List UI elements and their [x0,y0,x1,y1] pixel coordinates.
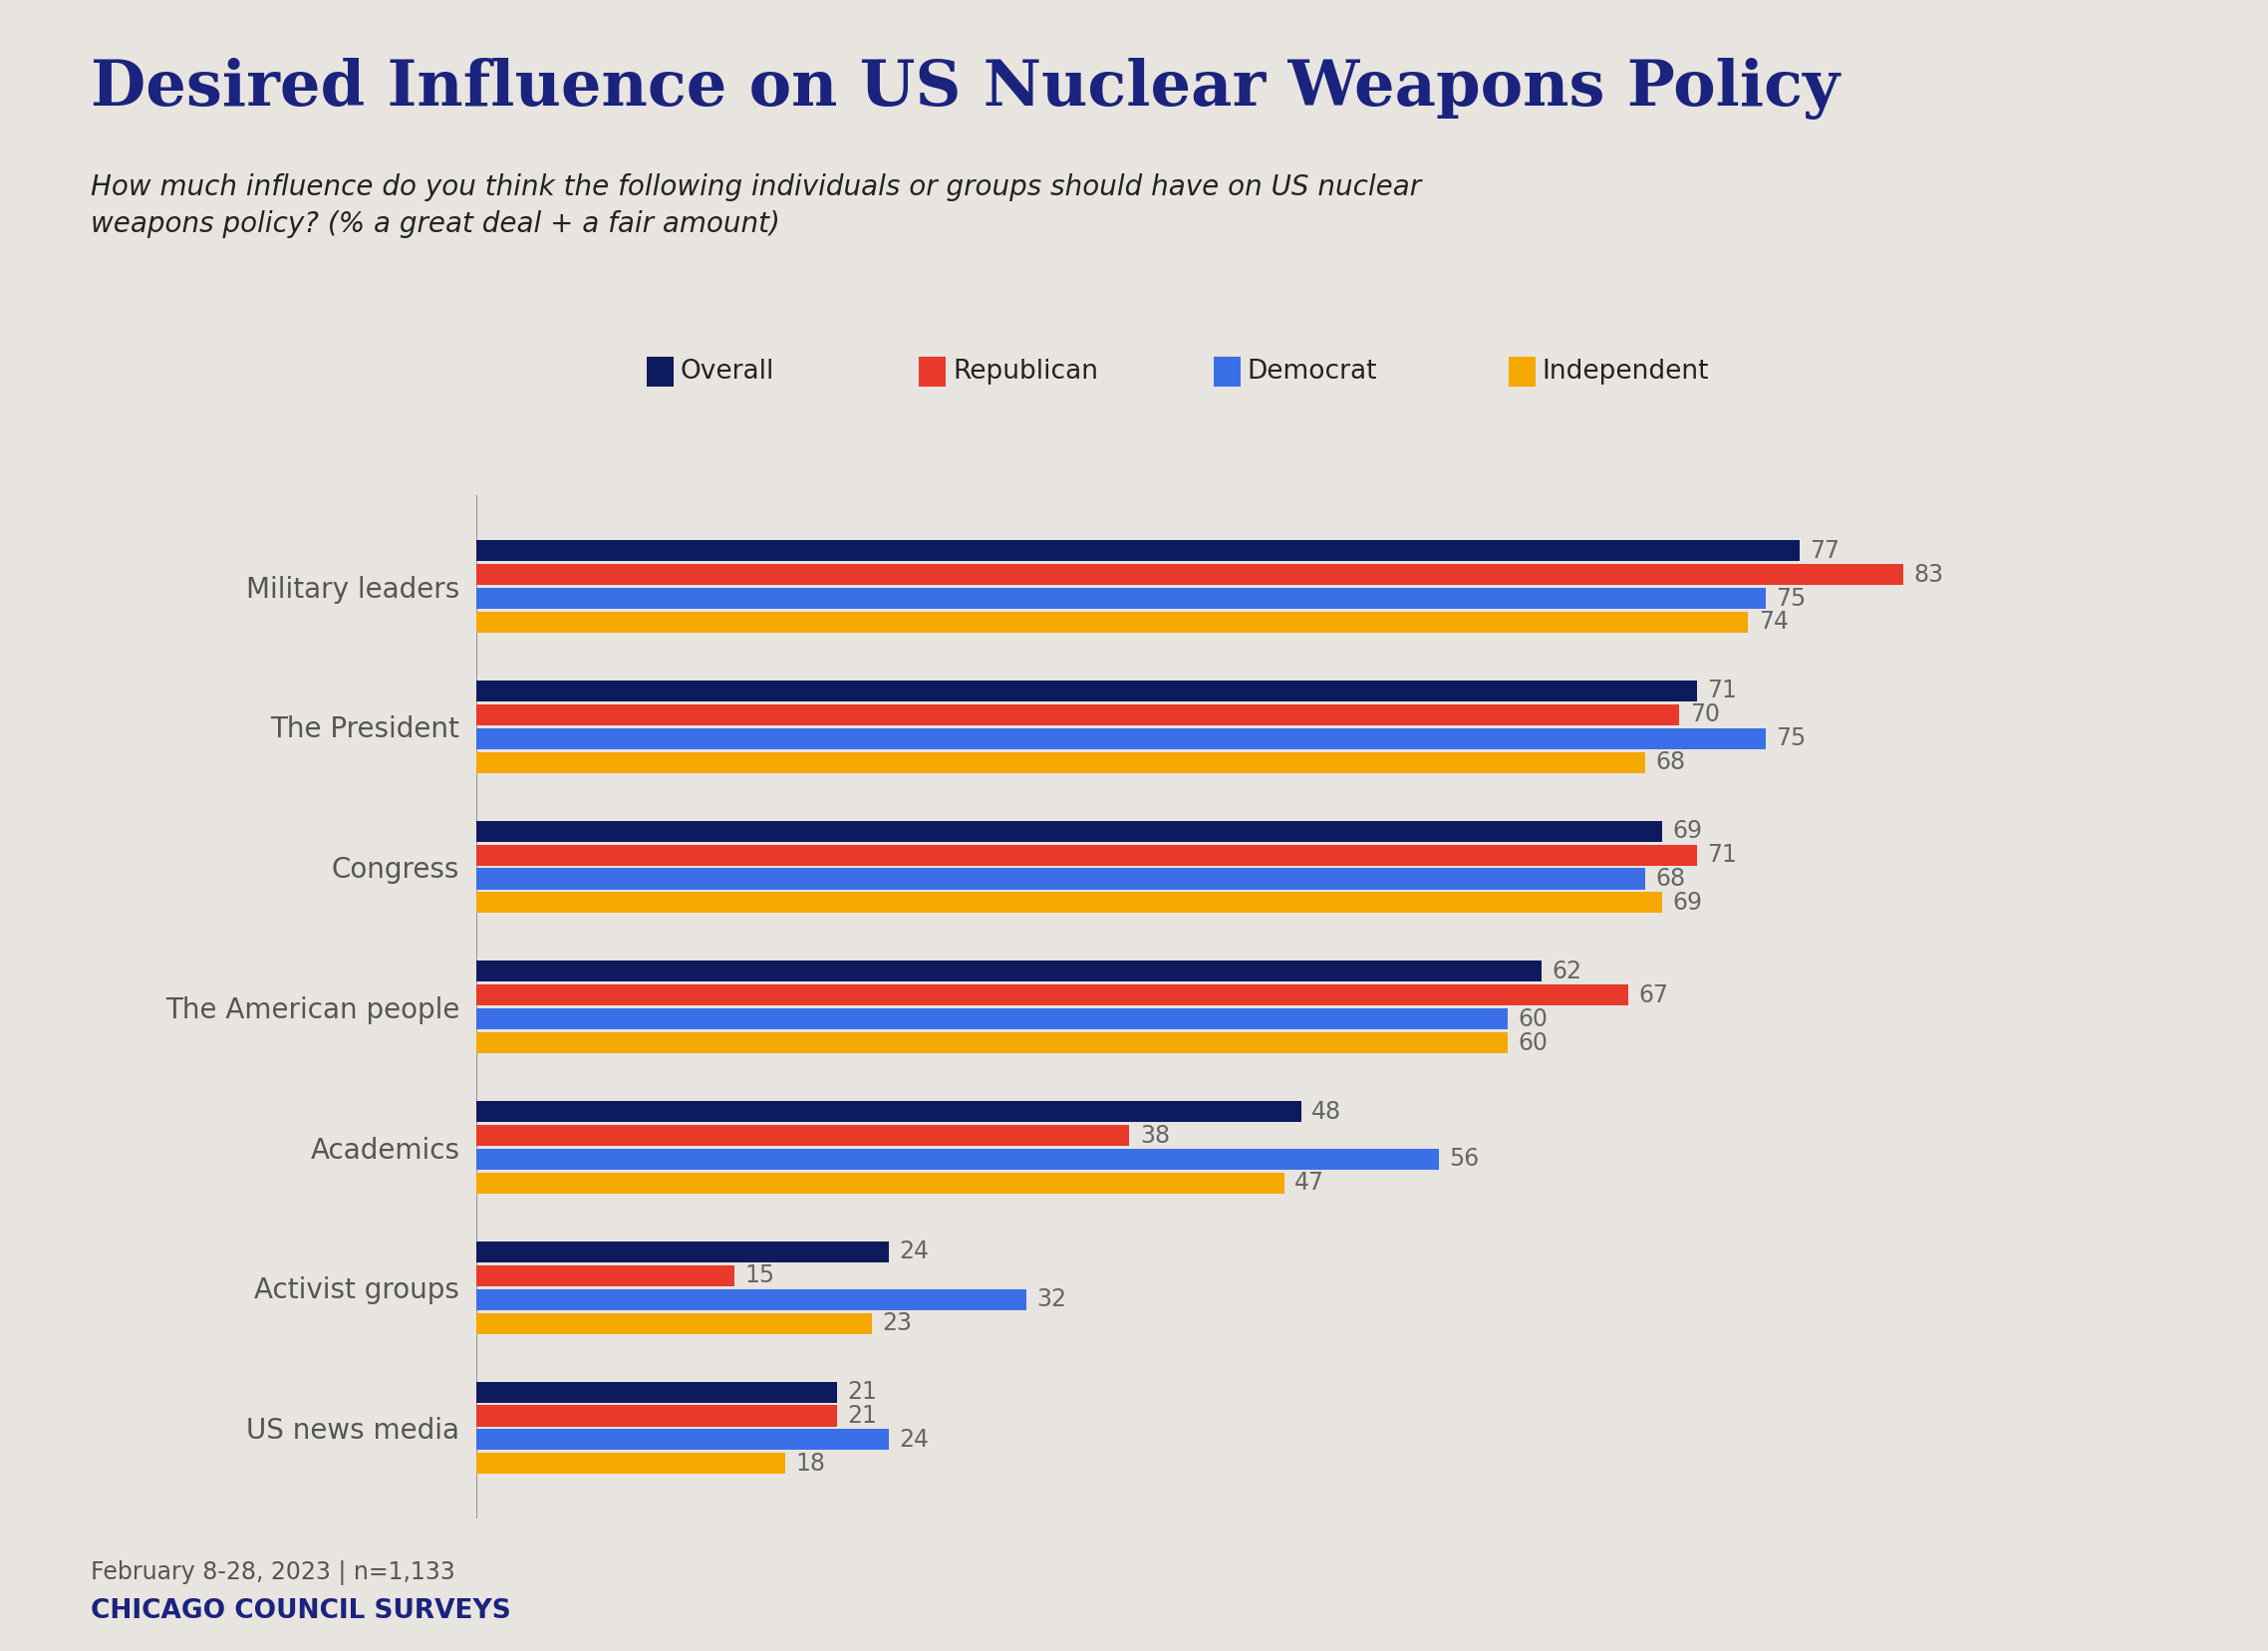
Text: 24: 24 [898,1240,930,1263]
Bar [476,1405,837,1426]
Text: 75: 75 [1776,726,1805,751]
Text: Republican: Republican [953,358,1098,385]
Text: 75: 75 [1776,586,1805,611]
Bar [476,821,1662,842]
Bar [476,1313,871,1334]
Bar [476,540,1801,561]
Text: 60: 60 [1517,1030,1547,1055]
Text: 24: 24 [898,1428,930,1451]
Text: Democrat: Democrat [1247,358,1377,385]
Bar [476,1032,1508,1053]
Bar [476,751,1644,773]
Text: 69: 69 [1672,819,1703,844]
Text: 69: 69 [1672,890,1703,915]
Bar [476,1289,1027,1309]
Bar [476,1101,1302,1123]
Text: 68: 68 [1656,751,1685,774]
Bar [476,565,1903,584]
Bar [476,892,1662,913]
Bar [476,680,1696,702]
Bar [476,611,1749,632]
Text: 68: 68 [1656,867,1685,892]
Text: 47: 47 [1295,1171,1325,1195]
Bar [476,1009,1508,1030]
Bar [476,961,1542,982]
Bar [476,728,1765,750]
Bar [476,844,1696,865]
Bar [476,868,1644,890]
Text: 60: 60 [1517,1007,1547,1030]
Bar [476,588,1765,609]
Text: 71: 71 [1708,679,1737,703]
Text: CHICAGO COUNCIL SURVEYS: CHICAGO COUNCIL SURVEYS [91,1598,510,1625]
Bar [476,1124,1129,1146]
Text: 21: 21 [848,1403,878,1428]
Bar [476,1149,1438,1171]
Text: 15: 15 [744,1263,773,1288]
Text: 23: 23 [882,1311,912,1336]
Text: 74: 74 [1758,611,1789,634]
Bar [476,705,1681,725]
Text: February 8-28, 2023 | n=1,133: February 8-28, 2023 | n=1,133 [91,1560,456,1585]
Bar [476,984,1628,1005]
Text: 32: 32 [1036,1288,1066,1311]
Bar [476,1242,889,1263]
Text: 56: 56 [1449,1147,1479,1171]
Text: Overall: Overall [680,358,773,385]
Text: 62: 62 [1551,959,1583,984]
Text: 83: 83 [1914,563,1944,586]
Bar [476,1453,785,1474]
Text: Desired Influence on US Nuclear Weapons Policy: Desired Influence on US Nuclear Weapons … [91,58,1839,119]
Text: 48: 48 [1311,1100,1343,1124]
Text: 71: 71 [1708,844,1737,867]
Text: 77: 77 [1810,538,1839,563]
Text: 18: 18 [796,1451,826,1476]
Text: 67: 67 [1637,984,1669,1007]
Text: 38: 38 [1141,1123,1170,1147]
Text: How much influence do you think the following individuals or groups should have : How much influence do you think the foll… [91,173,1422,238]
Bar [476,1172,1284,1194]
Bar [476,1265,735,1286]
Text: 70: 70 [1690,703,1719,726]
Text: Independent: Independent [1542,358,1710,385]
Bar [476,1382,837,1403]
Text: 21: 21 [848,1380,878,1403]
Bar [476,1430,889,1450]
